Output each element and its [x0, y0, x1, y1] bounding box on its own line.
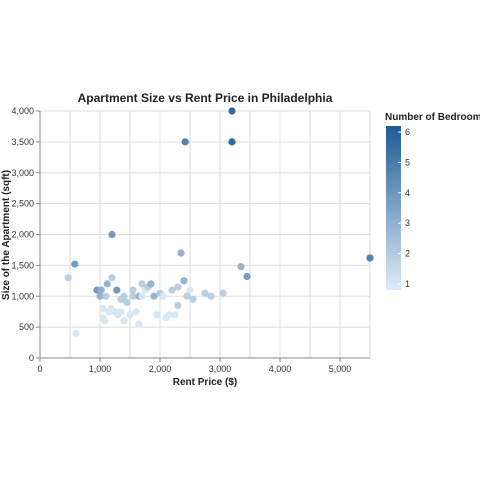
data-point — [129, 286, 137, 294]
x-tick-label: 2,000 — [149, 364, 172, 374]
y-tick-label: 1,000 — [11, 291, 34, 301]
data-point — [366, 254, 374, 262]
y-tick-label: 0 — [29, 353, 34, 363]
legend-tick-label: 1 — [405, 279, 410, 289]
data-point — [186, 286, 194, 294]
data-point — [120, 292, 128, 300]
chart-title: Apartment Size vs Rent Price in Philadel… — [78, 91, 333, 105]
y-tick-label: 1,500 — [11, 260, 34, 270]
y-tick-label: 4,000 — [11, 106, 34, 116]
axes: 0 1,000 2,000 3,000 4,000 5,000 0 500 1,000 1,500… — [11, 106, 370, 374]
data-point — [71, 260, 79, 268]
data-point — [138, 280, 146, 288]
x-tick-label: 4,000 — [269, 364, 292, 374]
data-point — [117, 308, 125, 316]
color-legend: Number of Bedrooms 1 2 3 4 5 6 — [385, 112, 480, 290]
data-point — [147, 280, 155, 288]
data-point — [103, 280, 111, 288]
data-point — [138, 292, 146, 300]
legend-tick-label: 3 — [405, 218, 410, 228]
data-point — [102, 292, 110, 300]
x-tick-label: 0 — [37, 364, 42, 374]
data-point — [123, 298, 131, 307]
legend-tick-label: 4 — [405, 188, 410, 198]
data-point — [201, 289, 209, 297]
data-point — [171, 311, 179, 319]
data-point — [72, 329, 80, 337]
data-point — [181, 138, 189, 146]
y-tick-label: 3,500 — [11, 137, 34, 147]
data-point — [219, 289, 227, 297]
legend-tick-label: 5 — [405, 157, 410, 167]
y-tick-label: 500 — [19, 322, 34, 332]
data-point — [159, 292, 167, 300]
data-point — [153, 311, 161, 319]
data-point — [177, 249, 185, 257]
data-points — [64, 107, 374, 337]
x-tick-label: 1,000 — [89, 364, 112, 374]
x-axis-title: Rent Price ($) — [173, 377, 237, 388]
data-point — [228, 138, 236, 146]
data-point — [120, 317, 128, 325]
data-point — [108, 230, 116, 239]
data-point — [64, 274, 72, 282]
y-tick-label: 2,000 — [11, 230, 34, 240]
data-point — [165, 311, 173, 319]
data-point — [150, 292, 158, 300]
legend-title: Number of Bedrooms — [385, 112, 480, 123]
y-tick-label: 3,000 — [11, 168, 34, 178]
gridlines — [39, 110, 371, 359]
data-point — [174, 283, 182, 291]
data-point — [174, 301, 182, 310]
legend-ticks: 1 2 3 4 5 6 — [398, 127, 410, 289]
data-point — [129, 292, 137, 300]
data-point — [108, 274, 116, 282]
data-point — [135, 320, 143, 328]
y-axis-title: Size of the Apartment (sqft) — [1, 170, 12, 300]
data-point — [228, 107, 236, 115]
x-tick-label: 5,000 — [329, 364, 352, 374]
data-point — [96, 292, 104, 300]
data-point — [189, 295, 197, 303]
data-point — [101, 317, 109, 325]
data-point — [207, 292, 215, 300]
data-point — [99, 305, 107, 313]
data-point — [168, 286, 176, 294]
x-tick-label: 3,000 — [209, 364, 232, 374]
legend-tick-label: 6 — [405, 127, 410, 137]
data-point — [183, 292, 191, 300]
legend-gradient-bar — [386, 126, 401, 290]
data-point — [237, 263, 245, 271]
data-point — [126, 311, 134, 319]
y-tick-label: 2,500 — [11, 199, 34, 209]
data-point — [180, 277, 188, 285]
legend-tick-label: 2 — [405, 249, 410, 259]
data-point — [132, 308, 140, 316]
data-point — [243, 272, 251, 281]
data-point — [97, 286, 105, 294]
data-point — [113, 286, 121, 294]
